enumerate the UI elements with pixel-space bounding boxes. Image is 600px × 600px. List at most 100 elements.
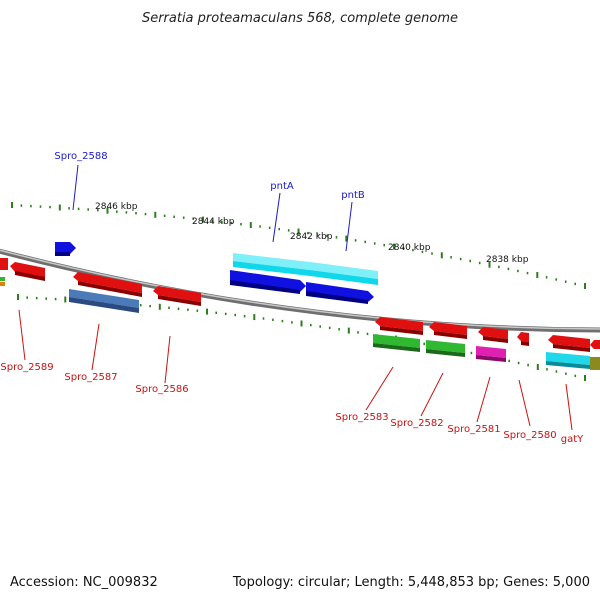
inner-scale-tick — [347, 327, 350, 334]
inner-scale-tick — [243, 315, 246, 318]
outer-scale-tick — [545, 276, 548, 279]
outer-scale-tick — [87, 208, 89, 211]
outer-scale-tick — [182, 216, 185, 219]
inner-scale-tick — [196, 309, 199, 312]
leader-gaty — [565, 383, 573, 431]
scale-label-2844: 2844 kbp — [192, 217, 235, 227]
outer-scale-tick — [163, 214, 166, 217]
outer-scale-tick — [106, 207, 109, 214]
outer-scale-tick — [135, 212, 137, 215]
outer-scale-tick — [478, 261, 481, 265]
gene-spro-2583[interactable] — [373, 317, 423, 352]
leader-spro-2589 — [18, 309, 26, 361]
inner-scale-tick — [139, 304, 142, 307]
outer-scale-tick — [584, 283, 586, 289]
gene-gaty[interactable] — [546, 335, 600, 370]
outer-scale-tick — [459, 257, 462, 261]
outer-scale-tick — [154, 211, 157, 218]
label-spro-2586: Spro_2586 — [135, 384, 188, 395]
label-spro-2583: Spro_2583 — [335, 412, 388, 423]
outer-scale-tick — [278, 227, 280, 231]
outer-scale-tick — [192, 217, 194, 220]
inner-scale-tick — [149, 304, 151, 308]
inner-scale-tick — [177, 307, 180, 310]
inner-scale-tick — [470, 351, 473, 355]
inner-scale-tick — [338, 328, 340, 331]
outer-scale-tick — [412, 248, 414, 252]
outer-scale-tick — [58, 204, 61, 211]
gene-spro-2587[interactable] — [69, 272, 142, 313]
genome-summary-text: Topology: circular; Length: 5,448,853 bp… — [232, 575, 590, 590]
inner-scale-tick — [319, 325, 321, 328]
inner-scale-tick — [54, 297, 57, 301]
outer-scale-tick — [507, 267, 510, 271]
outer-scale-tick — [268, 226, 271, 229]
outer-scale-tick — [498, 265, 500, 269]
label-pnta: pntA — [270, 181, 294, 192]
outer-scale-tick — [240, 223, 242, 226]
inner-scale-tick — [366, 332, 369, 336]
gene-spro-2589[interactable] — [0, 258, 45, 286]
gene-spro-2581[interactable] — [476, 327, 508, 362]
outer-scale-tick — [297, 228, 300, 235]
inner-scale-tick — [536, 364, 539, 370]
outer-scale-tick — [421, 250, 424, 254]
leader-spro-2581 — [476, 376, 491, 423]
inner-scale-tick — [26, 296, 28, 299]
inner-scale-tick — [508, 359, 510, 363]
outer-scale-tick — [30, 204, 32, 208]
inner-scale-tick — [584, 375, 586, 381]
inner-scale-tick — [215, 311, 217, 314]
inner-scale-tick — [187, 308, 189, 311]
accession-text: Accession: NC_009832 — [10, 575, 158, 590]
gene-spro-2582[interactable] — [426, 322, 467, 357]
inner-scale-tick — [281, 319, 284, 323]
gene-spro-2588[interactable] — [55, 242, 76, 256]
outer-scale-tick — [125, 211, 128, 214]
outer-scale-tick — [221, 220, 223, 224]
scale-label-2838: 2838 kbp — [486, 255, 529, 265]
outer-scale-tick — [259, 225, 261, 228]
outer-scale-tick — [450, 256, 452, 259]
leader-spro-2580 — [518, 379, 531, 427]
outer-scale-tick — [316, 233, 319, 236]
leader-spro-2588 — [72, 164, 79, 211]
genome-backbone-highlight — [0, 249, 600, 330]
label-spro-2582: Spro_2582 — [390, 418, 443, 429]
outer-scale-tick — [287, 229, 290, 232]
gene-spro-2580[interactable] — [517, 332, 529, 346]
outer-scale-tick — [249, 222, 252, 229]
gene-spro-2586[interactable] — [153, 286, 201, 306]
outer-scale-tick — [555, 278, 557, 281]
leader-spro-2587 — [91, 323, 100, 371]
inner-scale-tick — [565, 372, 567, 375]
genome-backbone — [0, 248, 600, 333]
leader-spro-2582 — [420, 372, 444, 417]
gene-pnta[interactable] — [230, 253, 310, 294]
outer-scale-tick — [364, 240, 366, 244]
outer-scale-tick — [431, 252, 433, 255]
label-spro-2581: Spro_2581 — [447, 424, 500, 435]
inner-scale-tick — [300, 320, 303, 327]
inner-scale-tick — [517, 361, 520, 365]
scale-label-2846: 2846 kbp — [95, 202, 138, 212]
outer-scale-tick — [354, 239, 357, 242]
outer-scale-tick — [49, 205, 51, 209]
inner-scale-tick — [357, 331, 359, 334]
outer-scale-tick — [326, 234, 328, 238]
inner-scale-tick — [546, 368, 548, 371]
leader-pntb — [345, 201, 353, 252]
inner-scale-tick — [206, 308, 208, 315]
label-spro-2589: Spro_2589 — [0, 362, 53, 373]
inner-scale-tick — [64, 296, 67, 303]
scale-label-2840: 2840 kbp — [388, 243, 431, 253]
inner-scale-tick — [35, 296, 38, 300]
inner-scale-tick — [224, 312, 227, 316]
outer-scale-tick — [202, 216, 204, 223]
gene-pntb[interactable] — [306, 262, 378, 304]
outer-scale-tick — [11, 202, 13, 208]
outer-scale-tick — [440, 252, 443, 259]
inner-scale-tick — [555, 370, 558, 373]
